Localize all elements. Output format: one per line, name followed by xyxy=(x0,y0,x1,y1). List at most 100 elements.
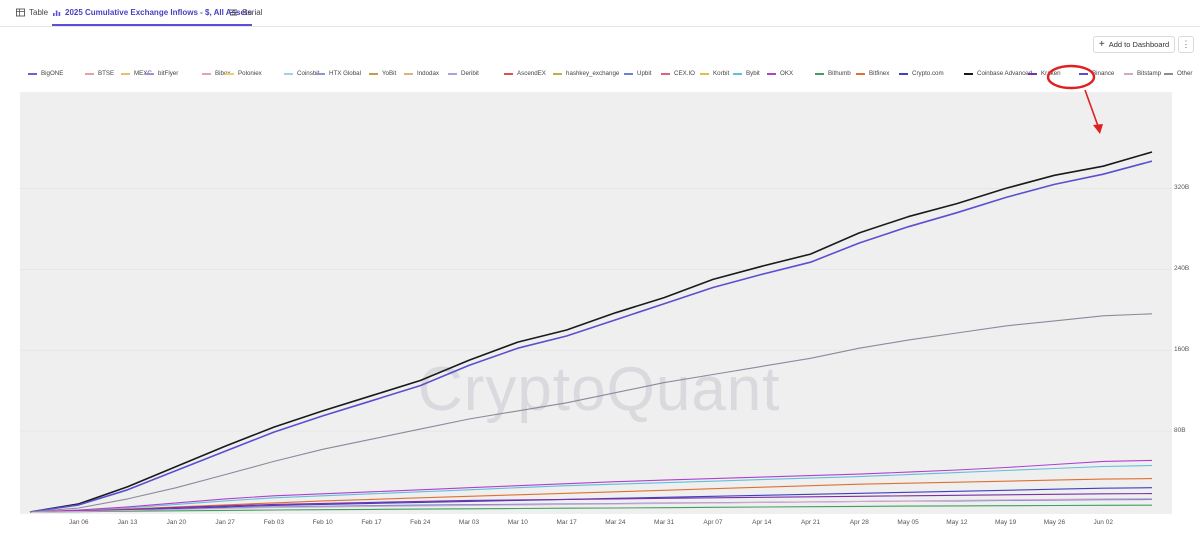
legend-item-coinbase-advanced[interactable]: Coinbase Advanced xyxy=(964,70,1032,77)
legend-item-coinsbit[interactable]: Coinsbit xyxy=(284,70,319,77)
legend-item-korbit[interactable]: Korbit xyxy=(700,70,729,77)
x-tick-label: May 05 xyxy=(897,519,919,526)
legend-item-bitstamp[interactable]: Bitstamp xyxy=(1124,70,1161,77)
legend-swatch xyxy=(661,72,670,75)
legend-item-bybit[interactable]: Bybit xyxy=(733,70,760,77)
legend-label: MEXC xyxy=(134,70,152,77)
legend-label: Crypto.com xyxy=(912,70,944,77)
legend-swatch xyxy=(700,72,709,75)
legend-item-ascendex[interactable]: AscendEX xyxy=(504,70,546,77)
legend-item-deribit[interactable]: Deribit xyxy=(448,70,479,77)
legend-swatch xyxy=(815,72,824,75)
line-chart xyxy=(20,151,1172,513)
series-line-other[interactable] xyxy=(29,313,1153,513)
legend-swatch xyxy=(1124,72,1133,75)
tab-chart[interactable]: 2025 Cumulative Exchange Inflows - $, Al… xyxy=(52,0,253,26)
x-tick-label: Feb 17 xyxy=(361,519,382,526)
legend-swatch xyxy=(145,72,154,75)
tab-table[interactable]: Table xyxy=(16,0,48,25)
legend-swatch xyxy=(404,72,413,75)
tab-table-label: Table xyxy=(29,8,49,17)
x-tick-label: Apr 14 xyxy=(752,519,772,526)
legend-label: Indodax xyxy=(417,70,440,77)
legend-label: Bitfinex xyxy=(869,70,890,77)
tab-chart-label: 2025 Cumulative Exchange Inflows - $, Al… xyxy=(65,7,253,17)
legend-swatch xyxy=(1164,72,1173,75)
x-tick-label: Mar 31 xyxy=(654,519,675,526)
legend-swatch xyxy=(284,72,293,75)
legend-item-btse[interactable]: BTSE xyxy=(85,70,114,77)
tab-serial[interactable]: Serial xyxy=(229,0,262,25)
legend-item-indodax[interactable]: Indodax xyxy=(404,70,439,77)
legend-label: Binance xyxy=(1092,70,1115,77)
legend-label: Coinbase Advanced xyxy=(977,70,1033,77)
legend-label: Deribit xyxy=(461,70,479,77)
legend-label: hashkey_exchange xyxy=(566,70,620,77)
x-tick-label: May 12 xyxy=(946,519,968,526)
legend-label: Bithumb xyxy=(828,70,851,77)
x-tick-label: Jan 06 xyxy=(69,519,89,526)
legend-label: Korbit xyxy=(713,70,730,77)
legend-swatch xyxy=(448,72,457,75)
x-tick-label: Feb 24 xyxy=(410,519,431,526)
tab-serial-label: Serial xyxy=(242,8,263,17)
series-line-kraken[interactable] xyxy=(29,493,1153,513)
legend-label: AscendEX xyxy=(517,70,546,77)
legend-swatch xyxy=(964,72,973,75)
legend-item-kraken[interactable]: Kraken xyxy=(1028,70,1061,77)
more-options-button[interactable]: ⋮ xyxy=(1178,36,1194,53)
legend-label: OKX xyxy=(780,70,794,77)
legend-swatch xyxy=(202,72,211,75)
legend-label: Bibox xyxy=(215,70,231,77)
series-line-bitstamp[interactable] xyxy=(29,498,1153,513)
legend-item-binance[interactable]: Binance xyxy=(1079,70,1114,77)
series-line-bithumb[interactable] xyxy=(29,504,1153,513)
legend-swatch xyxy=(369,72,378,75)
series-line-binance[interactable] xyxy=(29,160,1153,513)
legend-item-mexc[interactable]: MEXC xyxy=(121,70,152,77)
legend-label: bitFlyer xyxy=(158,70,179,77)
x-tick-label: Jan 13 xyxy=(117,519,138,526)
legend-item-poloniex[interactable]: Poloniex xyxy=(225,70,262,77)
legend-label: CEX.IO xyxy=(674,70,695,77)
legend-item-htx-global[interactable]: HTX Global xyxy=(316,70,361,77)
legend-item-hashkey-exchange[interactable]: hashkey_exchange xyxy=(553,70,619,77)
legend-swatch xyxy=(1079,72,1088,75)
serial-icon xyxy=(229,8,238,17)
legend-item-bigone[interactable]: BigONE xyxy=(28,70,63,77)
legend-item-other[interactable]: Other xyxy=(1164,70,1192,77)
plus-icon: + xyxy=(1098,38,1105,50)
legend-item-yobit[interactable]: YoBit xyxy=(369,70,396,77)
legend-label: HTX Global xyxy=(329,70,361,77)
legend-label: Coinsbit xyxy=(297,70,320,77)
legend-item-bitflyer[interactable]: bitFlyer xyxy=(145,70,178,77)
legend-swatch xyxy=(85,72,94,75)
x-tick-label: May 19 xyxy=(994,519,1017,526)
chart-legend: BigONE BTSE MEXC bitFlyer Bibox Poloniex Coins… xyxy=(28,70,1198,84)
legend-swatch xyxy=(504,72,513,75)
series-line-coinbase-advanced[interactable] xyxy=(29,151,1153,513)
legend-swatch xyxy=(553,72,562,75)
x-tick-label: Jan 27 xyxy=(215,519,235,526)
legend-item-bithumb[interactable]: Bithumb xyxy=(815,70,851,77)
series-line-okx[interactable] xyxy=(29,459,1153,513)
legend-label: YoBit xyxy=(382,70,397,77)
legend-label: Other xyxy=(1177,70,1193,77)
plot-area: CryptoQuant xyxy=(20,92,1172,514)
legend-label: Kraken xyxy=(1041,70,1061,77)
legend-label: Upbit xyxy=(637,70,652,77)
legend-swatch xyxy=(1028,72,1037,75)
x-tick-label: Feb 03 xyxy=(263,519,285,526)
legend-item-upbit[interactable]: Upbit xyxy=(624,70,651,77)
legend-item-crypto-com[interactable]: Crypto.com xyxy=(899,70,944,77)
legend-item-okx[interactable]: OKX xyxy=(767,70,793,77)
legend-item-bitfinex[interactable]: Bitfinex xyxy=(856,70,889,77)
legend-item-bibox[interactable]: Bibox xyxy=(202,70,230,77)
y-tick-label: 80B xyxy=(1174,427,1186,435)
legend-item-cex-io[interactable]: CEX.IO xyxy=(661,70,695,77)
y-tick-label: 160B xyxy=(1174,346,1190,354)
add-to-dashboard-button[interactable]: + Add to Dashboard xyxy=(1093,36,1175,53)
series-line-bitfinex[interactable] xyxy=(29,478,1153,513)
table-icon xyxy=(16,8,25,17)
series-line-bybit[interactable] xyxy=(29,464,1153,513)
